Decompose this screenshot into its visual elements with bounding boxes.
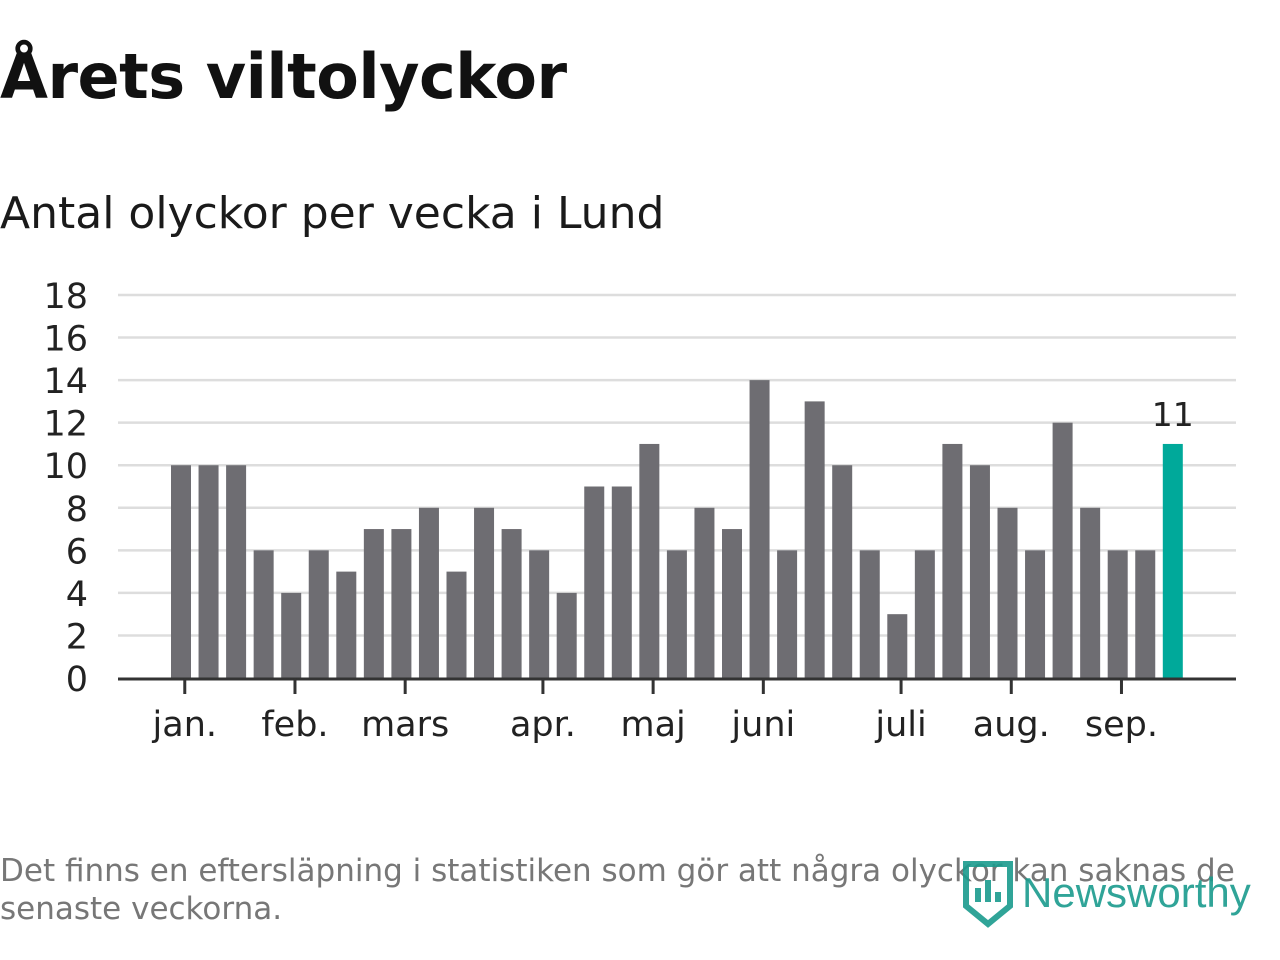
bar	[639, 443, 660, 678]
bar	[1052, 422, 1073, 678]
bar	[253, 550, 274, 678]
x-axis: jan. feb. mars apr. maj juni juli aug. sep.	[118, 677, 1236, 745]
bar	[529, 550, 550, 678]
chart-subtitle: Antal olyckor per vecka i Lund	[0, 188, 665, 239]
bar	[969, 465, 990, 678]
brand-name: Newsworthy	[1022, 869, 1251, 916]
bar	[501, 529, 522, 678]
y-tick-label: 2	[66, 617, 88, 657]
bar	[336, 571, 357, 678]
brand-logo: Newsworthy	[962, 858, 1251, 928]
bar	[1080, 507, 1101, 678]
x-tick-label: juli	[874, 705, 926, 745]
bar	[859, 550, 880, 678]
bar	[1135, 550, 1156, 678]
data-labels: 11	[1152, 395, 1194, 434]
bars	[171, 380, 1183, 678]
x-tick-label: jan.	[152, 705, 217, 745]
grid-lines	[118, 293, 1236, 637]
bar	[887, 614, 908, 678]
bar	[777, 550, 798, 678]
y-tick-label: 8	[66, 490, 88, 530]
bar	[391, 529, 412, 678]
x-tick-label: mars	[361, 705, 449, 745]
bar	[666, 550, 687, 678]
bar	[584, 486, 605, 678]
bar	[694, 507, 715, 678]
x-tick-label: juni	[730, 705, 795, 745]
bar	[556, 592, 577, 678]
bar	[198, 465, 219, 678]
bar	[363, 529, 384, 678]
bar	[722, 529, 742, 678]
bar	[832, 465, 853, 678]
x-tick-label: apr.	[510, 705, 576, 745]
bar	[914, 550, 935, 678]
footnote: Det finns en eftersläpning i statistiken…	[0, 853, 1235, 927]
bar	[1025, 550, 1046, 678]
x-tick-label: aug.	[973, 705, 1050, 745]
y-tick-label: 0	[66, 660, 88, 700]
bar	[226, 465, 247, 678]
bar	[804, 401, 825, 678]
x-tick-label: maj	[620, 705, 685, 745]
y-tick-label: 10	[43, 447, 88, 487]
bar	[418, 507, 439, 678]
y-tick-label: 18	[43, 277, 88, 317]
y-tick-label: 4	[66, 575, 88, 615]
bar	[474, 507, 495, 678]
bar	[446, 571, 467, 678]
x-tick-label: feb.	[261, 705, 328, 745]
x-tick-label: sep.	[1085, 705, 1158, 745]
bar-highlight	[1162, 443, 1183, 678]
y-tick-label: 14	[43, 362, 88, 402]
bar	[749, 380, 770, 678]
bar	[997, 507, 1018, 678]
bar	[611, 486, 632, 678]
y-tick-label: 12	[43, 405, 88, 445]
newsworthy-logo-icon	[963, 861, 1013, 928]
chart-title: Årets viltolyckor	[0, 40, 567, 113]
bar	[1107, 550, 1128, 678]
y-tick-label: 16	[43, 320, 88, 360]
bar	[281, 592, 302, 678]
bar	[308, 550, 329, 678]
highlight-value-label: 11	[1152, 395, 1194, 434]
y-tick-label: 6	[66, 532, 88, 572]
bar	[171, 465, 191, 678]
bar	[942, 443, 963, 678]
